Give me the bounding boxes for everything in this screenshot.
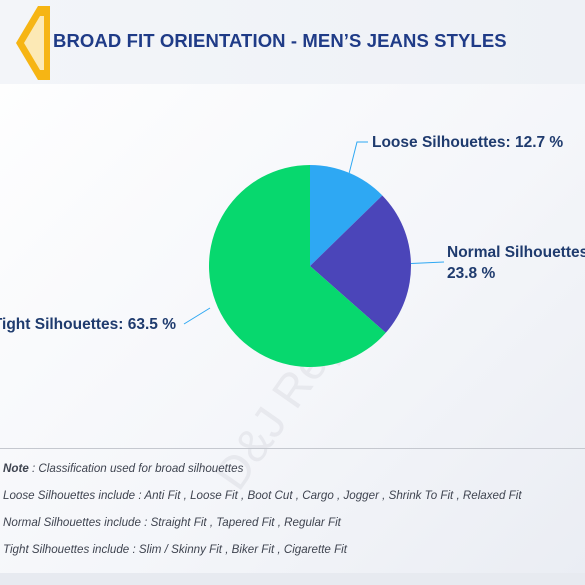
leader-line-loose: [348, 141, 368, 174]
pie-slices: [208, 164, 411, 368]
slice-label-loose: Loose Silhouettes: 12.7 %: [372, 134, 563, 151]
header-bar: BROAD FIT ORIENTATION - MEN’S JEANS STYL…: [0, 0, 585, 84]
note-loose-line: Loose Silhouettes include : Anti Fit , L…: [3, 489, 522, 502]
note-heading: Note : Classification used for broad sil…: [3, 462, 243, 475]
chevron-badge-icon: [16, 6, 50, 80]
notes-panel: Note : Classification used for broad sil…: [0, 448, 585, 574]
leader-line-normal: [410, 261, 445, 264]
note-normal-line: Normal Silhouettes include : Straight Fi…: [3, 516, 341, 529]
slice-label-normal-line2: 23.8 %: [447, 265, 495, 282]
pie-slice-normal: [310, 195, 411, 333]
slice-label-tight: Tight Silhouettes: 63.5 %: [0, 316, 176, 333]
page-title: BROAD FIT ORIENTATION - MEN’S JEANS STYL…: [53, 30, 507, 51]
pie-slice-loose: [310, 165, 383, 266]
footer-band: [0, 573, 585, 585]
pie-slice-tight: [208, 164, 386, 368]
leader-line-tight: [183, 307, 211, 325]
leader-lines: [183, 141, 445, 325]
slice-label-normal-line1: Normal Silhouettes:: [447, 244, 585, 261]
note-heading-label: Note: [3, 462, 29, 475]
note-heading-text: : Classification used for broad silhouet…: [28, 462, 244, 475]
slice-labels: Loose Silhouettes: 12.7 % Normal Silhouet…: [0, 134, 585, 333]
note-tight-line: Tight Silhouettes include : Slim / Skinn…: [3, 543, 347, 556]
pie-chart: Loose Silhouettes: 12.7 % Normal Silhouet…: [0, 134, 585, 368]
